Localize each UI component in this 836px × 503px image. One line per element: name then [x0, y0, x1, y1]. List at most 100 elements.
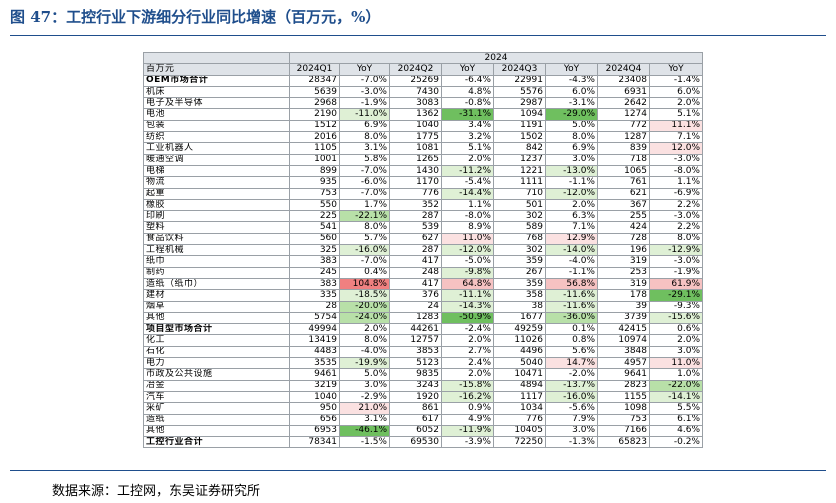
value-cell: 6052 — [389, 424, 442, 438]
value-cell: 359 — [493, 255, 546, 268]
value-cell: 776 — [493, 413, 546, 426]
value-cell: 65823 — [597, 436, 650, 449]
header-corner — [143, 51, 290, 65]
yoy-cell: 2.0% — [441, 368, 494, 381]
yoy-cell: 0.4% — [339, 266, 390, 279]
figure-title: 图 47：工控行业下游细分行业同比增速（百万元，%） — [10, 8, 381, 26]
yoy-cell: 8.0% — [545, 131, 598, 144]
yoy-cell: 1.1% — [649, 176, 703, 189]
value-cell: 2968 — [289, 97, 340, 110]
yoy-cell: 5.6% — [545, 345, 598, 359]
table-row: OEM市场合计 28347 -7.0% 25269 -6.4% 22991 -4.3% 234… — [143, 74, 703, 87]
yoy-cell: -14.3% — [441, 300, 494, 313]
value-cell: 935 — [289, 176, 340, 189]
row-label: 纸巾 — [143, 255, 290, 268]
table-row: 橡胶 550 1.7% 352 1.1% 501 2.0% 367 2.2% — [143, 198, 703, 212]
value-cell: 1105 — [289, 142, 340, 155]
yoy-cell: -11.6% — [545, 300, 598, 313]
value-cell: 710 — [493, 187, 546, 200]
value-cell: 1287 — [597, 131, 650, 144]
value-cell: 2642 — [597, 97, 650, 110]
value-cell: 49259 — [493, 323, 546, 336]
yoy-cell: -31.1% — [441, 108, 494, 121]
yoy-cell: 3.0% — [649, 345, 703, 359]
yoy-cell: 5.1% — [441, 142, 494, 155]
value-cell: 656 — [289, 413, 340, 426]
column-header: 2024Q1 — [289, 63, 340, 76]
yoy-cell: 3.0% — [545, 424, 598, 438]
value-cell: 1040 — [389, 119, 442, 133]
value-cell: 1677 — [493, 311, 546, 325]
yoy-cell: -5.0% — [441, 255, 494, 268]
value-cell: 5754 — [289, 311, 340, 325]
table-row: 电梯 899 -7.0% 1430 -11.2% 1221 -13.0% 1065 -8.0% — [143, 164, 703, 178]
yoy-cell: -0.8% — [441, 97, 494, 110]
row-label: 橡胶 — [143, 198, 290, 212]
value-cell: 319 — [597, 277, 650, 291]
value-cell: 3739 — [597, 311, 650, 325]
yoy-cell: 0.9% — [441, 402, 494, 415]
yoy-cell: -16.0% — [545, 390, 598, 404]
value-cell: 1512 — [289, 119, 340, 133]
value-cell: 1081 — [389, 142, 442, 155]
value-cell: 899 — [289, 164, 340, 178]
table-row: 电子及半导体 2968 -1.9% 3083 -0.8% 2987 -3.1% 2642 2.0… — [143, 97, 703, 110]
yoy-cell: 7.1% — [649, 131, 703, 144]
yoy-cell: 4.6% — [649, 424, 703, 438]
value-cell: 178 — [597, 289, 650, 302]
table-row: 暖通空调 1001 5.8% 1265 2.0% 1237 3.0% 718 -3.0% — [143, 153, 703, 166]
value-cell: 539 — [389, 221, 442, 234]
yoy-cell: -14.1% — [649, 390, 703, 404]
value-cell: 12757 — [389, 334, 442, 347]
value-cell: 839 — [597, 142, 650, 155]
row-label: 暖通空调 — [143, 153, 290, 166]
yoy-cell: -3.0% — [649, 153, 703, 166]
value-cell: 861 — [389, 402, 442, 415]
unit-header: 百万元 — [143, 63, 290, 76]
row-label: OEM市场合计 — [143, 74, 290, 87]
value-cell: 25269 — [389, 74, 442, 87]
row-label: 采矿 — [143, 402, 290, 415]
yoy-cell: 5.5% — [649, 402, 703, 415]
value-cell: 10471 — [493, 368, 546, 381]
value-cell: 3535 — [289, 357, 340, 370]
row-label: 其他 — [143, 424, 290, 438]
value-cell: 22991 — [493, 74, 546, 87]
yoy-cell: 104.8% — [339, 277, 390, 291]
table-row: 汽车 1040 -2.9% 1920 -16.2% 1117 -16.0% 1155 -14.1… — [143, 390, 703, 404]
yoy-cell: 7.1% — [545, 221, 598, 234]
value-cell: 287 — [389, 210, 442, 223]
yoy-cell: 64.8% — [441, 277, 494, 291]
value-cell: 5639 — [289, 85, 340, 99]
yoy-cell: 3.1% — [339, 413, 390, 426]
table-row: 纸巾 383 -7.0% 417 -5.0% 359 -4.0% 319 -3.0% — [143, 255, 703, 268]
value-cell: 287 — [389, 244, 442, 257]
value-cell: 358 — [493, 289, 546, 302]
table-row: 其他 6953 -46.1% 6052 -11.9% 10405 3.0% 7166 4.6% — [143, 424, 703, 438]
yoy-cell: 6.0% — [649, 85, 703, 99]
value-cell: 319 — [597, 255, 650, 268]
value-cell: 248 — [389, 266, 442, 279]
header-row-year: 2024 — [143, 51, 703, 65]
yoy-cell: 6.9% — [339, 119, 390, 133]
value-cell: 302 — [493, 244, 546, 257]
yoy-cell: -11.2% — [441, 164, 494, 178]
value-cell: 3219 — [289, 379, 340, 392]
yoy-cell: -11.6% — [545, 289, 598, 302]
value-cell: 245 — [289, 266, 340, 279]
row-label: 其他 — [143, 311, 290, 325]
row-label: 物流 — [143, 176, 290, 189]
yoy-cell: -7.0% — [339, 255, 390, 268]
table-row: 工控行业合计 78341 -1.5% 69530 -3.9% 72250 -1.3% 6582… — [143, 436, 703, 449]
yoy-cell: -4.0% — [339, 345, 390, 359]
yoy-cell: -4.3% — [545, 74, 598, 87]
yoy-cell: 3.0% — [545, 153, 598, 166]
yoy-cell: -24.0% — [339, 311, 390, 325]
value-cell: 1001 — [289, 153, 340, 166]
value-cell: 11026 — [493, 334, 546, 347]
row-label: 起重 — [143, 187, 290, 200]
row-label: 包装 — [143, 119, 290, 133]
yoy-cell: -12.0% — [441, 244, 494, 257]
yoy-cell: -3.1% — [545, 97, 598, 110]
yoy-cell: 8.0% — [649, 232, 703, 246]
